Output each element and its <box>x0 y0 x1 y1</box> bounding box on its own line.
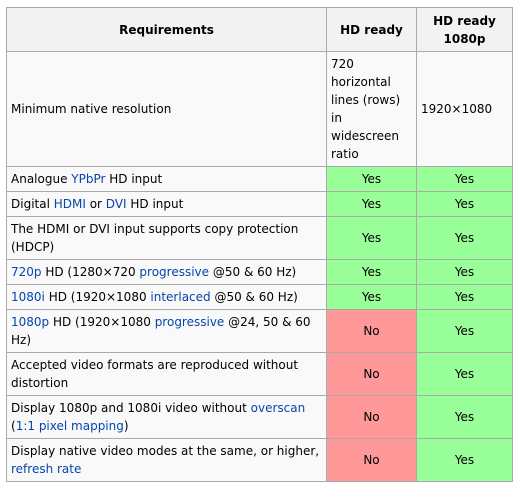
header-row: Requirements HD ready HD ready 1080p <box>6 7 513 52</box>
hd-ready-1080p-cell: Yes <box>416 309 513 353</box>
requirement-text: ) <box>123 419 129 433</box>
requirement-text: Minimum native resolution <box>11 102 172 116</box>
requirement-cell: 720p HD (1280×720 progressive @50 & 60 H… <box>6 259 327 285</box>
header-hd-ready-1080p: HD ready 1080p <box>416 7 513 52</box>
hd-ready-1080p-cell: Yes <box>416 191 513 217</box>
wiki-link[interactable]: YPbPr <box>71 172 106 186</box>
hd-ready-cell: Yes <box>326 191 417 217</box>
hd-ready-requirements-table: Requirements HD ready HD ready 1080p Min… <box>6 7 513 482</box>
hd-ready-1080p-cell: 1920×1080 <box>416 51 513 167</box>
hd-ready-cell: Yes <box>326 216 417 260</box>
requirement-text: @24, 50 & 60 Hz) <box>11 315 311 347</box>
hd-ready-1080p-cell: Yes <box>416 166 513 192</box>
table-row: Display 1080p and 1080i video without ov… <box>6 395 513 439</box>
requirement-text: HD input <box>105 172 163 186</box>
requirement-cell: Display native video modes at the same, … <box>6 438 327 482</box>
hd-ready-cell: No <box>326 438 417 482</box>
requirement-cell: Minimum native resolution <box>6 51 327 167</box>
hd-ready-cell: 720 horizontal lines (rows) in widescree… <box>326 51 417 167</box>
requirement-text: @50 & 60 Hz) <box>209 265 297 279</box>
header-requirements: Requirements <box>6 7 327 52</box>
wiki-link[interactable]: progressive <box>154 315 225 329</box>
wiki-link[interactable]: HDMI <box>53 197 86 211</box>
wiki-link[interactable]: 720p <box>11 265 42 279</box>
requirement-cell: 1080i HD (1920×1080 interlaced @50 & 60 … <box>6 284 327 310</box>
wiki-link[interactable]: overscan <box>250 401 306 415</box>
wiki-link[interactable]: DVI <box>105 197 127 211</box>
requirement-cell: Accepted video formats are reproduced wi… <box>6 352 327 396</box>
wiki-link[interactable]: 1:1 pixel mapping <box>15 419 124 433</box>
header-hd-ready: HD ready <box>326 7 417 52</box>
hd-ready-1080p-cell: Yes <box>416 352 513 396</box>
hd-ready-1080p-cell: Yes <box>416 259 513 285</box>
hd-ready-cell: Yes <box>326 284 417 310</box>
requirement-cell: Analogue YPbPr HD input <box>6 166 327 192</box>
requirement-cell: 1080p HD (1920×1080 progressive @24, 50 … <box>6 309 327 353</box>
hd-ready-cell: No <box>326 395 417 439</box>
hd-ready-cell: Yes <box>326 259 417 285</box>
hd-ready-cell: No <box>326 309 417 353</box>
requirement-text: HD (1280×720 <box>41 265 140 279</box>
requirement-cell: Display 1080p and 1080i video without ov… <box>6 395 327 439</box>
requirement-text: HD input <box>126 197 184 211</box>
table-row: Display native video modes at the same, … <box>6 438 513 482</box>
requirement-text: HD (1920×1080 <box>49 315 155 329</box>
requirement-text: The HDMI or DVI input supports copy prot… <box>11 222 299 254</box>
table-body: Minimum native resolution 720 horizontal… <box>6 51 513 482</box>
table-row: 1080p HD (1920×1080 progressive @24, 50 … <box>6 309 513 353</box>
requirement-text: Analogue <box>11 172 72 186</box>
wiki-link[interactable]: 1080i <box>11 290 45 304</box>
hd-ready-cell: No <box>326 352 417 396</box>
hd-ready-1080p-cell: Yes <box>416 395 513 439</box>
table-row: Minimum native resolution 720 horizontal… <box>6 51 513 167</box>
requirement-text: Display 1080p and 1080i video without <box>11 401 251 415</box>
requirement-text: Accepted video formats are reproduced wi… <box>11 358 299 390</box>
requirement-text: Digital <box>11 197 54 211</box>
requirement-text: ( <box>11 419 16 433</box>
requirement-cell: The HDMI or DVI input supports copy prot… <box>6 216 327 260</box>
wiki-link[interactable]: interlaced <box>150 290 211 304</box>
wiki-link[interactable]: progressive <box>139 265 210 279</box>
table-row: Digital HDMI or DVI HD input Yes Yes <box>6 191 513 217</box>
table-row: Analogue YPbPr HD input Yes Yes <box>6 166 513 192</box>
wiki-link[interactable]: refresh rate <box>11 462 82 476</box>
table-row: Accepted video formats are reproduced wi… <box>6 352 513 396</box>
requirement-cell: Digital HDMI or DVI HD input <box>6 191 327 217</box>
requirement-text: HD (1920×1080 <box>44 290 151 304</box>
requirement-text: @50 & 60 Hz) <box>210 290 298 304</box>
requirement-text: or <box>85 197 106 211</box>
hd-ready-1080p-cell: Yes <box>416 216 513 260</box>
table-row: 720p HD (1280×720 progressive @50 & 60 H… <box>6 259 513 285</box>
hd-ready-1080p-cell: Yes <box>416 438 513 482</box>
table-row: 1080i HD (1920×1080 interlaced @50 & 60 … <box>6 284 513 310</box>
table-row: The HDMI or DVI input supports copy prot… <box>6 216 513 260</box>
hd-ready-cell: Yes <box>326 166 417 192</box>
hd-ready-1080p-cell: Yes <box>416 284 513 310</box>
requirement-text: Display native video modes at the same, … <box>11 444 320 458</box>
wiki-link[interactable]: 1080p <box>11 315 50 329</box>
